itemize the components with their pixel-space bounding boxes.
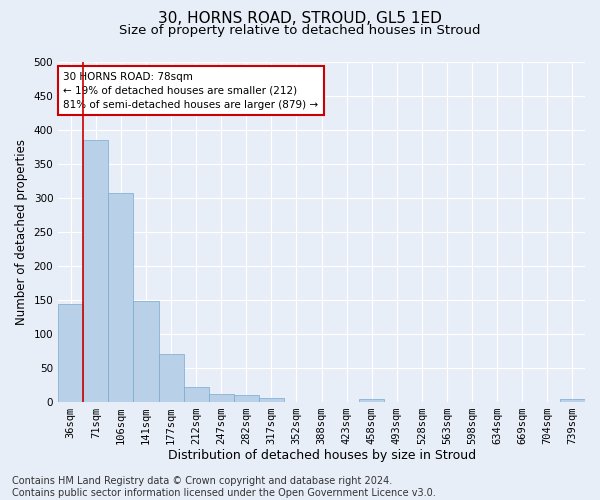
Y-axis label: Number of detached properties: Number of detached properties <box>15 138 28 324</box>
Text: 30 HORNS ROAD: 78sqm
← 19% of detached houses are smaller (212)
81% of semi-deta: 30 HORNS ROAD: 78sqm ← 19% of detached h… <box>64 72 319 110</box>
Bar <box>359 399 385 402</box>
Text: Contains HM Land Registry data © Crown copyright and database right 2024.
Contai: Contains HM Land Registry data © Crown c… <box>12 476 436 498</box>
X-axis label: Distribution of detached houses by size in Stroud: Distribution of detached houses by size … <box>167 450 476 462</box>
Bar <box>158 354 184 402</box>
Text: Size of property relative to detached houses in Stroud: Size of property relative to detached ho… <box>119 24 481 37</box>
Bar <box>109 193 133 402</box>
Bar <box>560 399 585 402</box>
Bar <box>259 398 284 402</box>
Bar <box>133 301 158 402</box>
Bar <box>184 386 209 402</box>
Bar <box>209 394 234 402</box>
Bar <box>83 140 109 402</box>
Text: 30, HORNS ROAD, STROUD, GL5 1ED: 30, HORNS ROAD, STROUD, GL5 1ED <box>158 11 442 26</box>
Bar <box>234 396 259 402</box>
Bar <box>58 304 83 402</box>
